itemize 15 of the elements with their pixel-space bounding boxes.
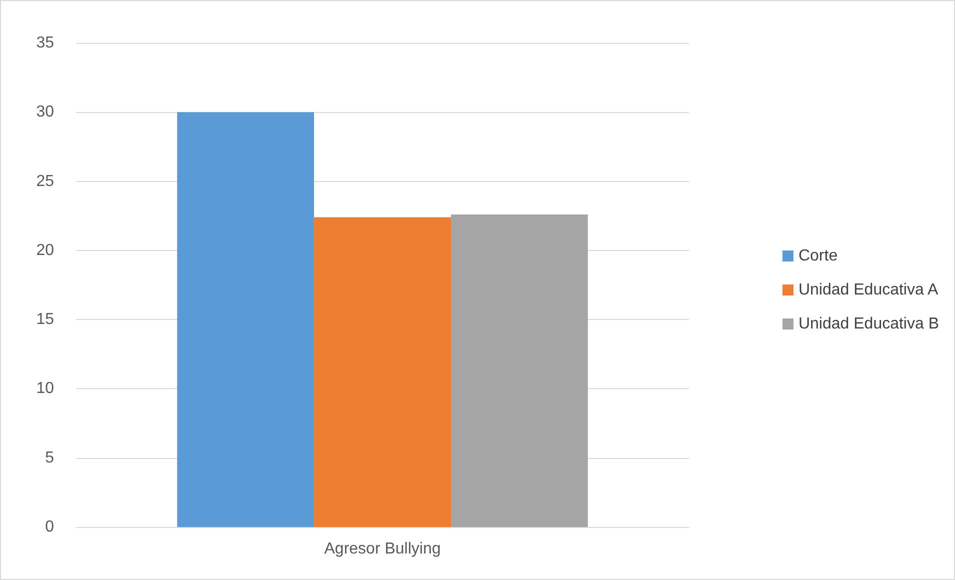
legend-label: Unidad Educativa A bbox=[798, 282, 938, 298]
y-tick-label: 20 bbox=[36, 242, 54, 259]
y-tick-label: 25 bbox=[36, 172, 54, 190]
bar bbox=[450, 214, 588, 527]
y-tick-label: 5 bbox=[45, 449, 54, 466]
x-tick-label: Agresor Bullying bbox=[324, 540, 441, 558]
bar bbox=[177, 112, 314, 527]
y-tick-label: 0 bbox=[45, 518, 54, 536]
y-tick-label: 10 bbox=[36, 380, 54, 398]
bar bbox=[314, 217, 451, 527]
y-tick-label: 15 bbox=[36, 311, 54, 328]
y-tick-label: 30 bbox=[36, 104, 54, 121]
legend-label: Unidad Educativa B bbox=[798, 316, 939, 332]
y-tick-label: 35 bbox=[36, 34, 54, 52]
legend-label: Corte bbox=[798, 248, 838, 264]
